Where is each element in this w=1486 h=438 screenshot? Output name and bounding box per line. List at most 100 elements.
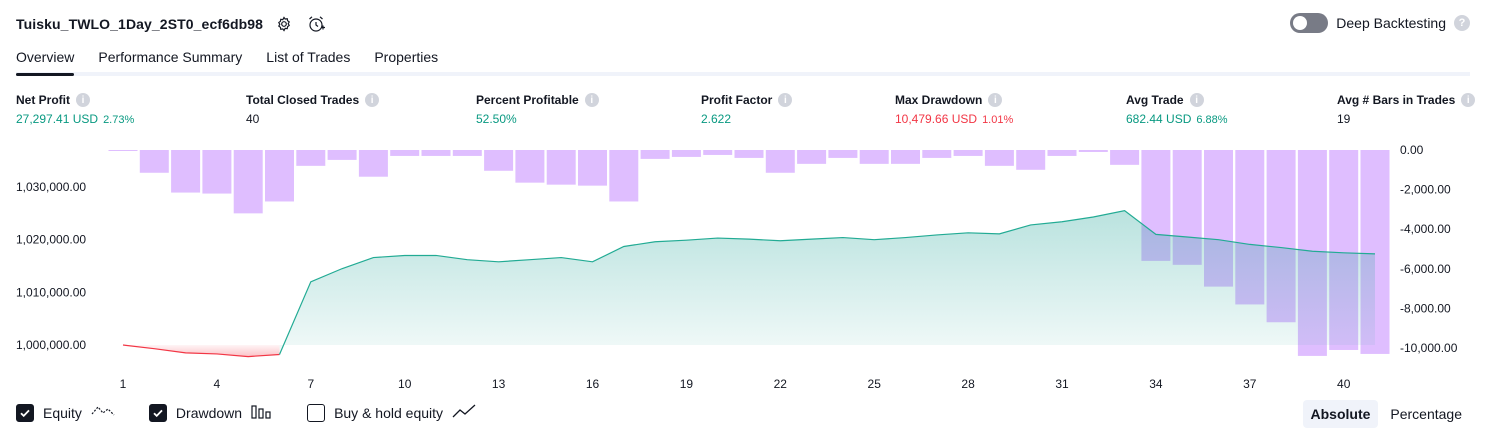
equity-negative-area	[123, 345, 280, 357]
drawdown-bar	[1110, 150, 1140, 165]
right-axis: 0.00 -2,000.00 -4,000.00 -6,000.00 -8,000.00…	[1400, 143, 1458, 355]
drawdown-bar	[171, 150, 201, 193]
drawdown-bar	[327, 150, 357, 160]
legend-drawdown-label: Drawdown	[175, 404, 243, 421]
info-icon[interactable]: i	[1461, 93, 1476, 107]
right-axis-tick-label: -4,000.00	[1400, 222, 1451, 236]
drawdown-bar	[984, 150, 1014, 166]
metric-value: 19	[1337, 112, 1351, 126]
metric-value: 40	[246, 112, 260, 126]
metric-value: 27,297.41 USD	[16, 112, 99, 126]
drawdown-bar	[202, 150, 232, 194]
drawdown-bar	[296, 150, 326, 166]
info-icon[interactable]: i	[778, 93, 793, 107]
left-axis-tick-label: 1,010,000.00	[16, 285, 86, 299]
metric-label: Percent Profitable	[476, 93, 579, 107]
tab-list-of-trades[interactable]: List of Trades	[266, 49, 351, 65]
drawdown-bar	[358, 150, 388, 177]
drawdown-bar	[139, 150, 169, 173]
metric-label: Profit Factor	[701, 93, 773, 107]
drawdown-bar	[734, 150, 764, 158]
metric-percent: 1.01%	[982, 114, 1014, 126]
buy-hold-checkbox[interactable]	[307, 403, 326, 422]
metric-value: 10,479.66 USD	[895, 112, 978, 126]
drawdown-bar	[703, 150, 733, 155]
left-axis: 1,000,000.00 1,010,000.00 1,020,000.00 1,03…	[16, 180, 86, 352]
tab-performance-summary[interactable]: Performance Summary	[98, 49, 243, 65]
equity-checkbox[interactable]	[16, 403, 34, 422]
right-axis-tick-label: -6,000.00	[1400, 262, 1451, 276]
info-icon[interactable]: i	[584, 93, 599, 107]
info-icon[interactable]: i	[365, 93, 380, 107]
x-axis-tick-label: 7	[307, 377, 314, 391]
equity-positive-area	[279, 210, 1375, 355]
drawdown-bar	[859, 150, 889, 164]
help-icon[interactable]: ?	[1454, 15, 1470, 31]
legend-buy-hold-label: Buy & hold equity	[334, 404, 444, 421]
deep-backtesting-toggle[interactable]	[1290, 13, 1329, 33]
right-axis-tick-label: 0.00	[1400, 143, 1424, 157]
info-icon[interactable]: i	[76, 93, 90, 107]
metric-label: Net Profit	[16, 93, 70, 107]
metric-value: 682.44 USD	[1126, 112, 1192, 126]
drawdown-bar	[1016, 150, 1046, 170]
toggle-knob	[1293, 16, 1308, 30]
tab-overview[interactable]: Overview	[16, 44, 75, 76]
buy-hold-line-icon	[452, 403, 476, 422]
legend-drawdown[interactable]: Drawdown	[148, 403, 273, 422]
drawdown-bar	[108, 150, 138, 151]
drawdown-bar	[515, 150, 545, 183]
drawdown-bar	[797, 150, 827, 164]
percentage-button[interactable]: Percentage	[1390, 406, 1462, 422]
drawdown-checkbox[interactable]	[148, 403, 167, 422]
info-icon[interactable]: i	[1189, 93, 1204, 107]
drawdown-bar	[265, 150, 294, 202]
equity-line	[278, 210, 1376, 355]
metric-value: 2.622	[701, 112, 732, 126]
drawdown-bar	[609, 150, 639, 202]
metric-percent-profitable: Percent Profitable i 52.50%	[476, 93, 599, 126]
tab-properties[interactable]: Properties	[374, 49, 439, 65]
metric-label: Max Drawdown	[895, 93, 983, 107]
x-axis-tick-label: 37	[1243, 377, 1257, 391]
x-axis-tick-label: 16	[586, 377, 600, 391]
equity-drawdown-chart[interactable]: 1,000,000.00 1,010,000.00 1,020,000.00 1,03…	[0, 140, 1486, 395]
metric-label: Avg Trade	[1126, 93, 1184, 107]
metric-label: Total Closed Trades	[246, 93, 360, 107]
strategy-header: Tuisku_TWLO_1Day_2ST0_ecf6db98	[16, 12, 327, 36]
left-axis-tick-label: 1,000,000.00	[16, 338, 86, 352]
equity-line-negative	[122, 344, 280, 358]
x-axis-tick-label: 13	[492, 377, 506, 391]
legend-equity[interactable]: Equity	[16, 403, 115, 422]
x-axis-tick-label: 40	[1337, 377, 1351, 391]
gear-icon[interactable]	[273, 13, 295, 35]
drawdown-bar	[546, 150, 576, 185]
drawdown-bar	[671, 150, 701, 157]
metric-percent: 2.73%	[103, 114, 135, 126]
strategy-name: Tuisku_TWLO_1Day_2ST0_ecf6db98	[16, 16, 264, 32]
x-axis-tick-label: 22	[774, 377, 788, 391]
legend-buy-hold[interactable]: Buy & hold equity	[307, 403, 476, 422]
alarm-plus-icon[interactable]	[305, 13, 327, 35]
metric-value: 52.50%	[476, 112, 517, 126]
drawdown-bar	[640, 150, 670, 159]
absolute-button[interactable]: Absolute	[1302, 400, 1379, 428]
drawdown-bar	[233, 150, 263, 214]
left-axis-tick-label: 1,020,000.00	[16, 233, 86, 247]
legend-equity-label: Equity	[43, 404, 82, 421]
drawdown-bar	[953, 150, 983, 156]
info-icon[interactable]: i	[988, 93, 1003, 107]
x-axis-tick-label: 4	[214, 377, 221, 391]
metric-profit-factor: Profit Factor i 2.622	[701, 93, 793, 126]
x-axis-tick-label: 25	[868, 377, 882, 391]
x-axis-tick-label: 28	[961, 377, 975, 391]
right-axis-tick-label: -8,000.00	[1400, 301, 1451, 315]
drawdown-bar	[765, 150, 795, 173]
metric-avg-trade: Avg Trade i 682.44 USD 6.88%	[1126, 93, 1228, 126]
tab-bar: Overview Performance Summary List of Tra…	[16, 44, 1470, 76]
x-axis: 1 4 7 10 13 16 19 22 25 28 31 34 37 40	[120, 377, 1351, 391]
drawdown-bar	[891, 150, 920, 164]
metric-max-drawdown: Max Drawdown i 10,479.66 USD 1.01%	[895, 93, 1013, 126]
x-axis-tick-label: 31	[1055, 377, 1069, 391]
drawdown-bar	[828, 150, 858, 158]
